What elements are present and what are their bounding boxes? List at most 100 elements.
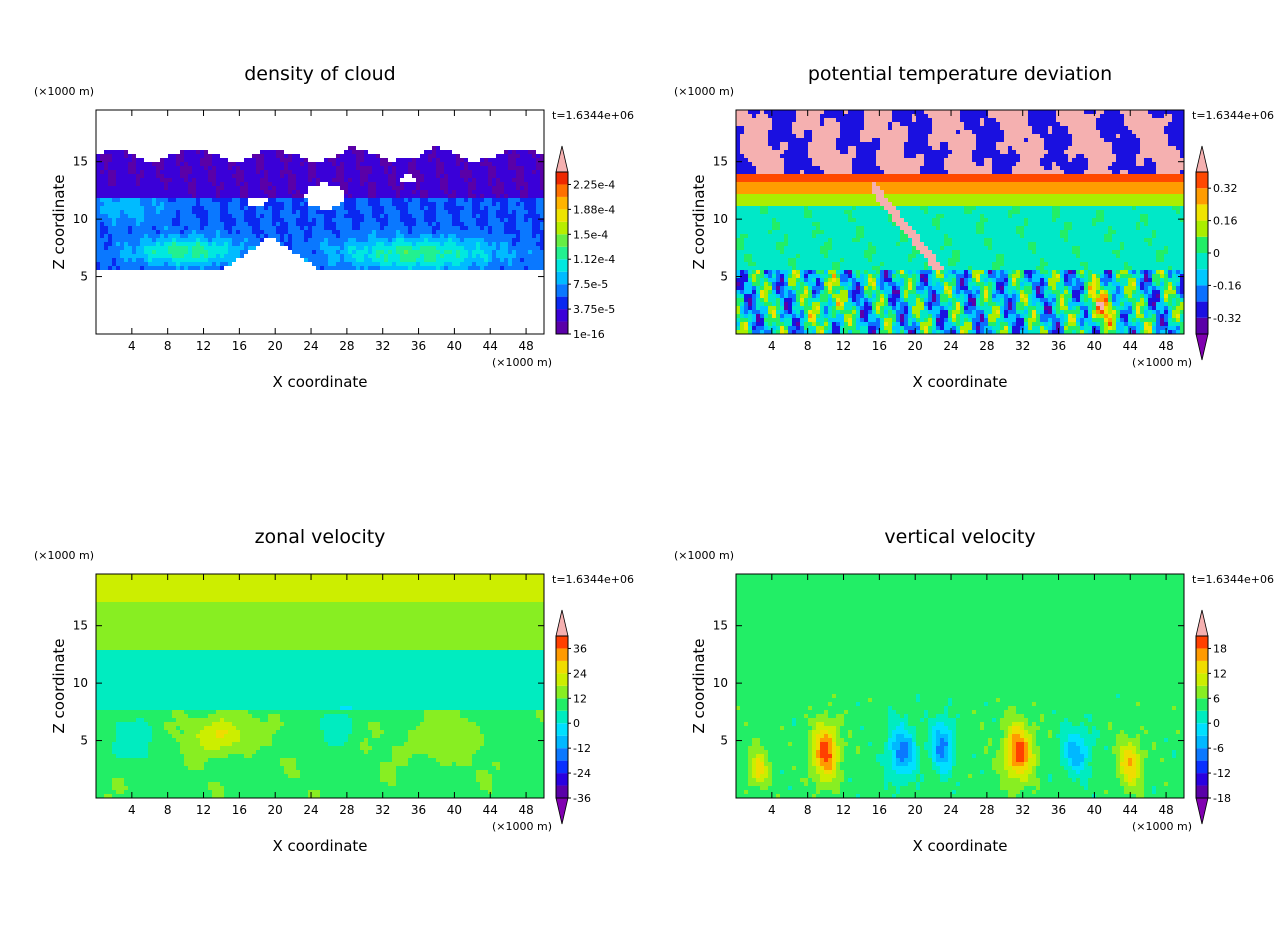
field-cell — [396, 258, 400, 262]
field-cell — [348, 202, 352, 206]
field-cell — [928, 174, 932, 178]
field-cell — [432, 266, 436, 270]
field-cell — [344, 234, 348, 238]
field-cell — [536, 154, 540, 158]
field-cell — [428, 198, 432, 202]
field-cell — [204, 194, 208, 198]
field-cell — [812, 154, 816, 158]
field-cell — [888, 174, 892, 178]
field-cell — [912, 154, 916, 158]
field-cell — [1004, 110, 1008, 114]
field-cell — [232, 254, 236, 258]
field-cell — [940, 138, 944, 142]
field-cell — [812, 170, 816, 174]
field-cell — [156, 166, 160, 170]
field-cell — [536, 214, 540, 218]
field-cell — [384, 158, 388, 162]
field-cell — [288, 218, 292, 222]
field-cell — [408, 206, 412, 210]
field-cell — [476, 234, 480, 238]
field-cell — [928, 166, 932, 170]
field-cell — [416, 162, 420, 166]
field-cell — [300, 246, 304, 250]
field-cell — [356, 222, 360, 226]
field-cell — [388, 162, 392, 166]
field-cell — [480, 174, 484, 178]
field-cell — [288, 238, 292, 242]
field-cell — [776, 150, 780, 154]
field-cell — [364, 154, 368, 158]
field-cell — [1156, 134, 1160, 138]
field-cell — [904, 166, 908, 170]
field-cell — [188, 246, 192, 250]
field-cell — [220, 250, 224, 254]
field-cell — [444, 202, 448, 206]
field-cell — [372, 266, 376, 270]
field-cell — [132, 254, 136, 258]
field-cell — [128, 154, 132, 158]
field-cell — [128, 190, 132, 194]
field-cell — [316, 266, 320, 270]
field-cell — [388, 166, 392, 170]
field-cell — [296, 202, 300, 206]
field-cell — [540, 158, 544, 162]
field-cell — [132, 234, 136, 238]
field-cell — [284, 198, 288, 202]
field-cell — [524, 222, 528, 226]
field-cell — [364, 210, 368, 214]
field-cell — [268, 218, 272, 222]
field-cell — [916, 174, 920, 178]
field-cell — [108, 258, 112, 262]
field-cell — [128, 230, 132, 234]
field-cell — [152, 266, 156, 270]
field-cell — [272, 158, 276, 162]
field-cell — [768, 126, 772, 130]
field-cell — [1108, 166, 1112, 170]
field-cell — [228, 198, 232, 202]
field-cell — [272, 226, 276, 230]
field-cell — [428, 214, 432, 218]
field-cell — [384, 194, 388, 198]
field-cell — [1172, 118, 1176, 122]
field-cell — [320, 214, 324, 218]
field-cell — [900, 130, 904, 134]
field-cell — [352, 146, 356, 150]
field-cell — [1096, 142, 1100, 146]
field-cell — [888, 146, 892, 150]
field-cell — [472, 162, 476, 166]
field-cell — [352, 230, 356, 234]
field-cell — [520, 154, 524, 158]
field-cell — [352, 186, 356, 190]
field-cell — [540, 242, 544, 246]
field-cell — [260, 230, 264, 234]
field-cell — [936, 142, 940, 146]
field-cell — [960, 126, 964, 130]
field-cell — [196, 266, 200, 270]
field-cell — [516, 210, 520, 214]
field-cell — [1104, 110, 1108, 114]
field-cell — [368, 210, 372, 214]
field-cell — [168, 218, 172, 222]
field-cell — [832, 166, 836, 170]
field-cell — [496, 198, 500, 202]
field-cell — [472, 234, 476, 238]
field-cell — [152, 182, 156, 186]
field-cell — [1148, 158, 1152, 162]
field-cell — [1040, 146, 1044, 150]
field-cell — [228, 218, 232, 222]
field-cell — [456, 266, 460, 270]
field-cell — [388, 170, 392, 174]
field-cell — [1004, 126, 1008, 130]
field-cell — [416, 194, 420, 198]
field-cell — [476, 162, 480, 166]
field-cell — [880, 170, 884, 174]
field-cell — [340, 226, 344, 230]
field-cell — [108, 162, 112, 166]
field-cell — [152, 186, 156, 190]
field-cell — [444, 162, 448, 166]
field-cell — [436, 222, 440, 226]
field-cell — [264, 230, 268, 234]
field-cell — [260, 170, 264, 174]
field-cell — [524, 174, 528, 178]
field-cell — [108, 154, 112, 158]
